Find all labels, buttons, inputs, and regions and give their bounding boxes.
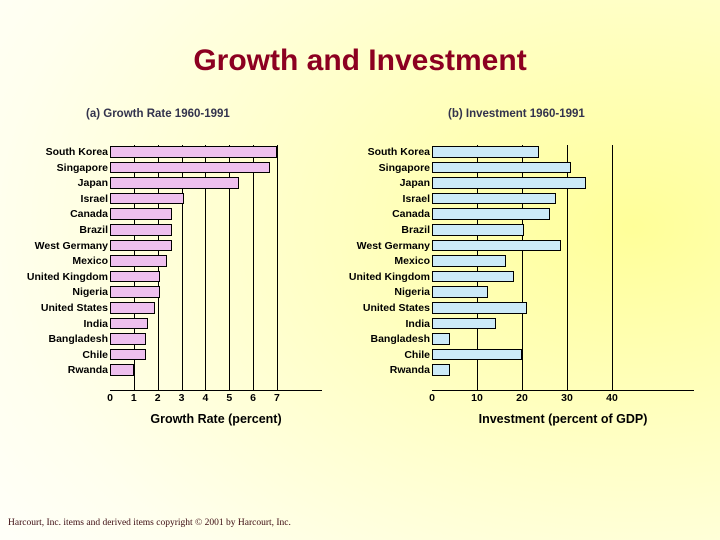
bar bbox=[432, 270, 515, 283]
category-label: Brazil bbox=[401, 224, 430, 236]
bar bbox=[110, 333, 146, 345]
category-label: Chile bbox=[404, 348, 430, 361]
gridline bbox=[181, 145, 183, 390]
bar bbox=[432, 224, 524, 236]
x-tick-label: 7 bbox=[274, 392, 280, 404]
gridline bbox=[567, 145, 568, 390]
category-label: Rwanda bbox=[389, 364, 430, 377]
category-label: Canada bbox=[392, 208, 430, 221]
bar bbox=[432, 317, 496, 330]
category-label: Bangladesh bbox=[370, 333, 430, 346]
page-title: Growth and Investment bbox=[193, 44, 527, 77]
category-label: Israel bbox=[402, 192, 430, 205]
x-axis-line bbox=[110, 390, 322, 391]
x-tick-label: 2 bbox=[154, 392, 161, 404]
category-label: Bangladesh bbox=[48, 333, 108, 346]
bar bbox=[110, 177, 239, 189]
bar bbox=[432, 192, 556, 205]
bar bbox=[110, 161, 270, 174]
category-label: United States bbox=[362, 302, 430, 314]
category-label: West Germany bbox=[34, 239, 108, 252]
gridline bbox=[133, 145, 135, 390]
x-tick-label: 40 bbox=[606, 392, 618, 404]
bar bbox=[110, 286, 161, 298]
x-tick-label: 0 bbox=[107, 392, 113, 404]
category-label: Japan bbox=[77, 177, 108, 190]
gridline bbox=[522, 145, 523, 390]
bar bbox=[110, 239, 172, 252]
bar bbox=[432, 364, 450, 376]
x-axis-line bbox=[432, 390, 694, 391]
category-label: United Kingdom bbox=[26, 270, 108, 283]
gridline bbox=[205, 145, 207, 390]
x-tick-label: 5 bbox=[226, 392, 233, 404]
x-axis-title: Investment (percent of GDP) bbox=[478, 412, 648, 426]
category-label: Nigeria bbox=[72, 286, 108, 299]
category-label: Brazil bbox=[79, 224, 108, 236]
bar bbox=[110, 208, 172, 220]
bar bbox=[110, 270, 161, 283]
bar bbox=[432, 239, 561, 252]
bar bbox=[110, 317, 149, 330]
gridline bbox=[229, 145, 231, 390]
x-tick-label: 6 bbox=[250, 392, 257, 404]
category-label: West Germany bbox=[356, 239, 430, 252]
x-tick-label: 10 bbox=[471, 392, 483, 404]
bar bbox=[432, 208, 550, 220]
investment-chart: South Korea Singapore Japan Israel Canada Bra… bbox=[0, 140, 720, 440]
gridline bbox=[477, 145, 478, 390]
bar bbox=[432, 177, 586, 189]
bar bbox=[110, 192, 184, 205]
category-label: United Kingdom bbox=[348, 270, 430, 283]
category-label: India bbox=[83, 317, 108, 330]
category-label: Singapore bbox=[378, 161, 430, 174]
category-label: Chile bbox=[82, 348, 108, 361]
category-label: United States bbox=[40, 302, 108, 314]
x-axis-title: Growth Rate (percent) bbox=[150, 412, 282, 426]
category-label: Nigeria bbox=[394, 286, 430, 299]
category-label: Japan bbox=[399, 177, 430, 190]
category-label: Canada bbox=[70, 208, 108, 221]
bar bbox=[110, 224, 172, 236]
gridline bbox=[276, 145, 278, 390]
category-label: South Korea bbox=[45, 146, 108, 158]
bar bbox=[432, 333, 450, 345]
bar bbox=[432, 161, 572, 174]
x-tick-label: 3 bbox=[178, 392, 185, 404]
category-label: Singapore bbox=[56, 161, 108, 174]
x-tick-label: 1 bbox=[130, 392, 137, 404]
category-label: Rwanda bbox=[67, 364, 108, 377]
bar bbox=[110, 302, 156, 314]
gridline bbox=[157, 145, 159, 390]
category-label: South Korea bbox=[367, 146, 430, 158]
bar bbox=[110, 348, 146, 361]
panel-b-subtitle: (b) Investment 1960-1991 bbox=[448, 108, 585, 120]
gridline bbox=[612, 145, 613, 390]
category-label: Israel bbox=[80, 192, 108, 205]
category-label: Mexico bbox=[394, 255, 430, 268]
growth-rate-chart: South Korea Singapore Japan Israel Canada Bra… bbox=[0, 140, 720, 440]
bar bbox=[432, 255, 507, 267]
x-tick-label: 20 bbox=[516, 392, 528, 404]
bar bbox=[432, 146, 540, 158]
gridline bbox=[253, 145, 255, 390]
bar bbox=[110, 146, 277, 158]
category-label: India bbox=[405, 317, 430, 330]
bar bbox=[432, 348, 522, 361]
bar bbox=[110, 364, 134, 376]
x-tick-label: 0 bbox=[429, 392, 435, 404]
x-tick-label: 4 bbox=[202, 392, 209, 404]
bar bbox=[110, 255, 168, 267]
panel-a-subtitle: (a) Growth Rate 1960-1991 bbox=[86, 108, 230, 120]
category-label: Mexico bbox=[72, 255, 108, 268]
bar bbox=[432, 302, 528, 314]
x-tick-label: 30 bbox=[561, 392, 573, 404]
bar bbox=[432, 286, 489, 298]
copyright-notice: Harcourt, Inc. items and derived items c… bbox=[8, 518, 291, 528]
